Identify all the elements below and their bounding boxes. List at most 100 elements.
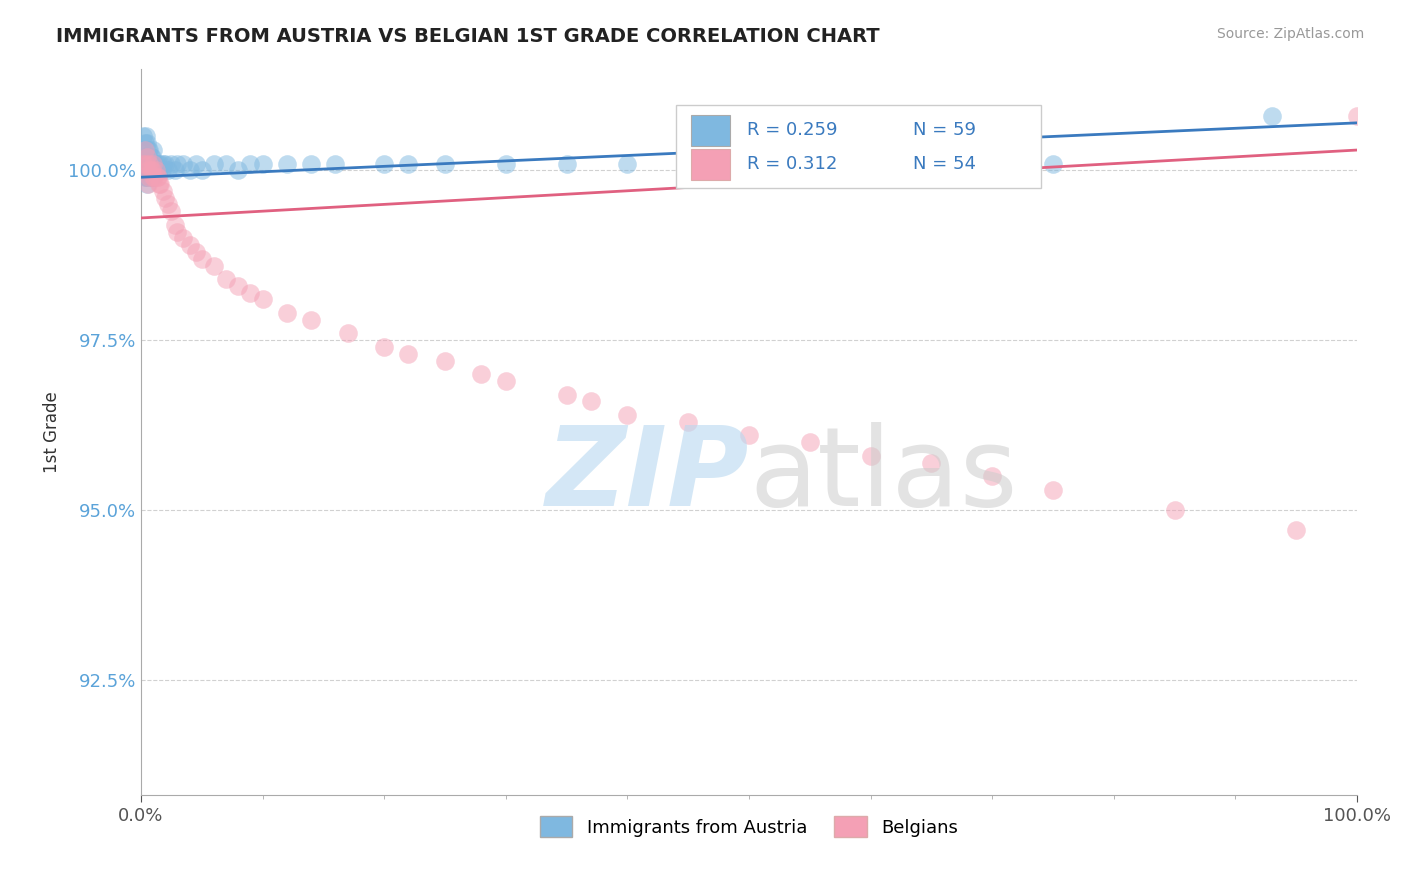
Point <box>325 156 347 170</box>
Point <box>150 163 173 178</box>
Point <box>156 197 179 211</box>
Point <box>1261 109 1284 123</box>
FancyBboxPatch shape <box>676 105 1040 188</box>
Point <box>141 150 163 164</box>
Point <box>166 225 188 239</box>
Point <box>134 143 156 157</box>
Point <box>738 156 761 170</box>
Point <box>131 143 153 157</box>
Point <box>132 156 155 170</box>
Point <box>134 170 156 185</box>
Point <box>433 156 456 170</box>
Point <box>373 340 395 354</box>
Point <box>132 129 155 144</box>
Point <box>859 156 882 170</box>
Point <box>136 163 159 178</box>
Point <box>190 252 212 266</box>
Point <box>163 163 186 178</box>
Point <box>555 387 578 401</box>
Text: N = 59: N = 59 <box>912 121 976 139</box>
Text: atlas: atlas <box>749 422 1018 529</box>
Point <box>398 347 420 361</box>
Point <box>470 368 492 382</box>
Point <box>134 156 156 170</box>
Point <box>373 156 395 170</box>
Point <box>135 150 157 164</box>
Text: IMMIGRANTS FROM AUSTRIA VS BELGIAN 1ST GRADE CORRELATION CHART: IMMIGRANTS FROM AUSTRIA VS BELGIAN 1ST G… <box>56 27 880 45</box>
Point <box>143 170 166 185</box>
Point <box>433 353 456 368</box>
Point <box>1163 503 1185 517</box>
Point <box>179 163 201 178</box>
Point <box>202 156 225 170</box>
Point <box>1285 524 1308 538</box>
Point <box>226 163 249 178</box>
Point <box>190 163 212 178</box>
Point <box>148 177 170 191</box>
Point <box>146 170 169 185</box>
Point <box>555 156 578 170</box>
Point <box>184 156 207 170</box>
Point <box>152 156 174 170</box>
Point <box>149 177 172 191</box>
Point <box>138 143 160 157</box>
Point <box>138 156 160 170</box>
Point <box>148 163 170 178</box>
Point <box>616 156 638 170</box>
Point <box>676 415 699 429</box>
Point <box>145 163 167 178</box>
Point <box>202 259 225 273</box>
Point <box>920 456 942 470</box>
Point <box>149 156 172 170</box>
Point <box>336 326 359 341</box>
Point <box>139 170 162 185</box>
Point <box>1042 483 1064 497</box>
Point <box>179 238 201 252</box>
Point <box>1042 156 1064 170</box>
Point <box>239 156 262 170</box>
Point <box>142 163 165 178</box>
Point <box>145 156 167 170</box>
Text: N = 54: N = 54 <box>912 155 976 173</box>
Point <box>139 163 162 178</box>
Point <box>173 156 195 170</box>
Point <box>616 408 638 422</box>
Point <box>155 156 177 170</box>
Point <box>136 177 159 191</box>
Point <box>799 435 821 450</box>
Legend: Immigrants from Austria, Belgians: Immigrants from Austria, Belgians <box>533 809 966 845</box>
Point <box>299 313 322 327</box>
Point <box>141 163 163 178</box>
Point <box>136 136 159 151</box>
Point <box>136 150 159 164</box>
Point <box>215 272 238 286</box>
FancyBboxPatch shape <box>690 115 730 145</box>
Point <box>136 170 159 185</box>
Point <box>132 150 155 164</box>
Point <box>276 156 298 170</box>
Point <box>495 156 517 170</box>
Point <box>135 129 157 144</box>
Point <box>142 156 165 170</box>
Point <box>226 279 249 293</box>
Point <box>579 394 602 409</box>
Point <box>136 150 159 164</box>
Point <box>160 156 183 170</box>
Point <box>139 150 162 164</box>
Point <box>252 156 274 170</box>
Point <box>145 163 167 178</box>
Point <box>859 449 882 463</box>
Point <box>135 156 157 170</box>
Point <box>738 428 761 442</box>
Point <box>184 244 207 259</box>
Point <box>398 156 420 170</box>
Point <box>136 143 159 157</box>
Point <box>145 170 167 185</box>
Point <box>138 163 160 178</box>
Point <box>146 156 169 170</box>
Point <box>276 306 298 320</box>
Point <box>163 218 186 232</box>
Point <box>299 156 322 170</box>
Point <box>136 163 159 178</box>
FancyBboxPatch shape <box>690 149 730 179</box>
